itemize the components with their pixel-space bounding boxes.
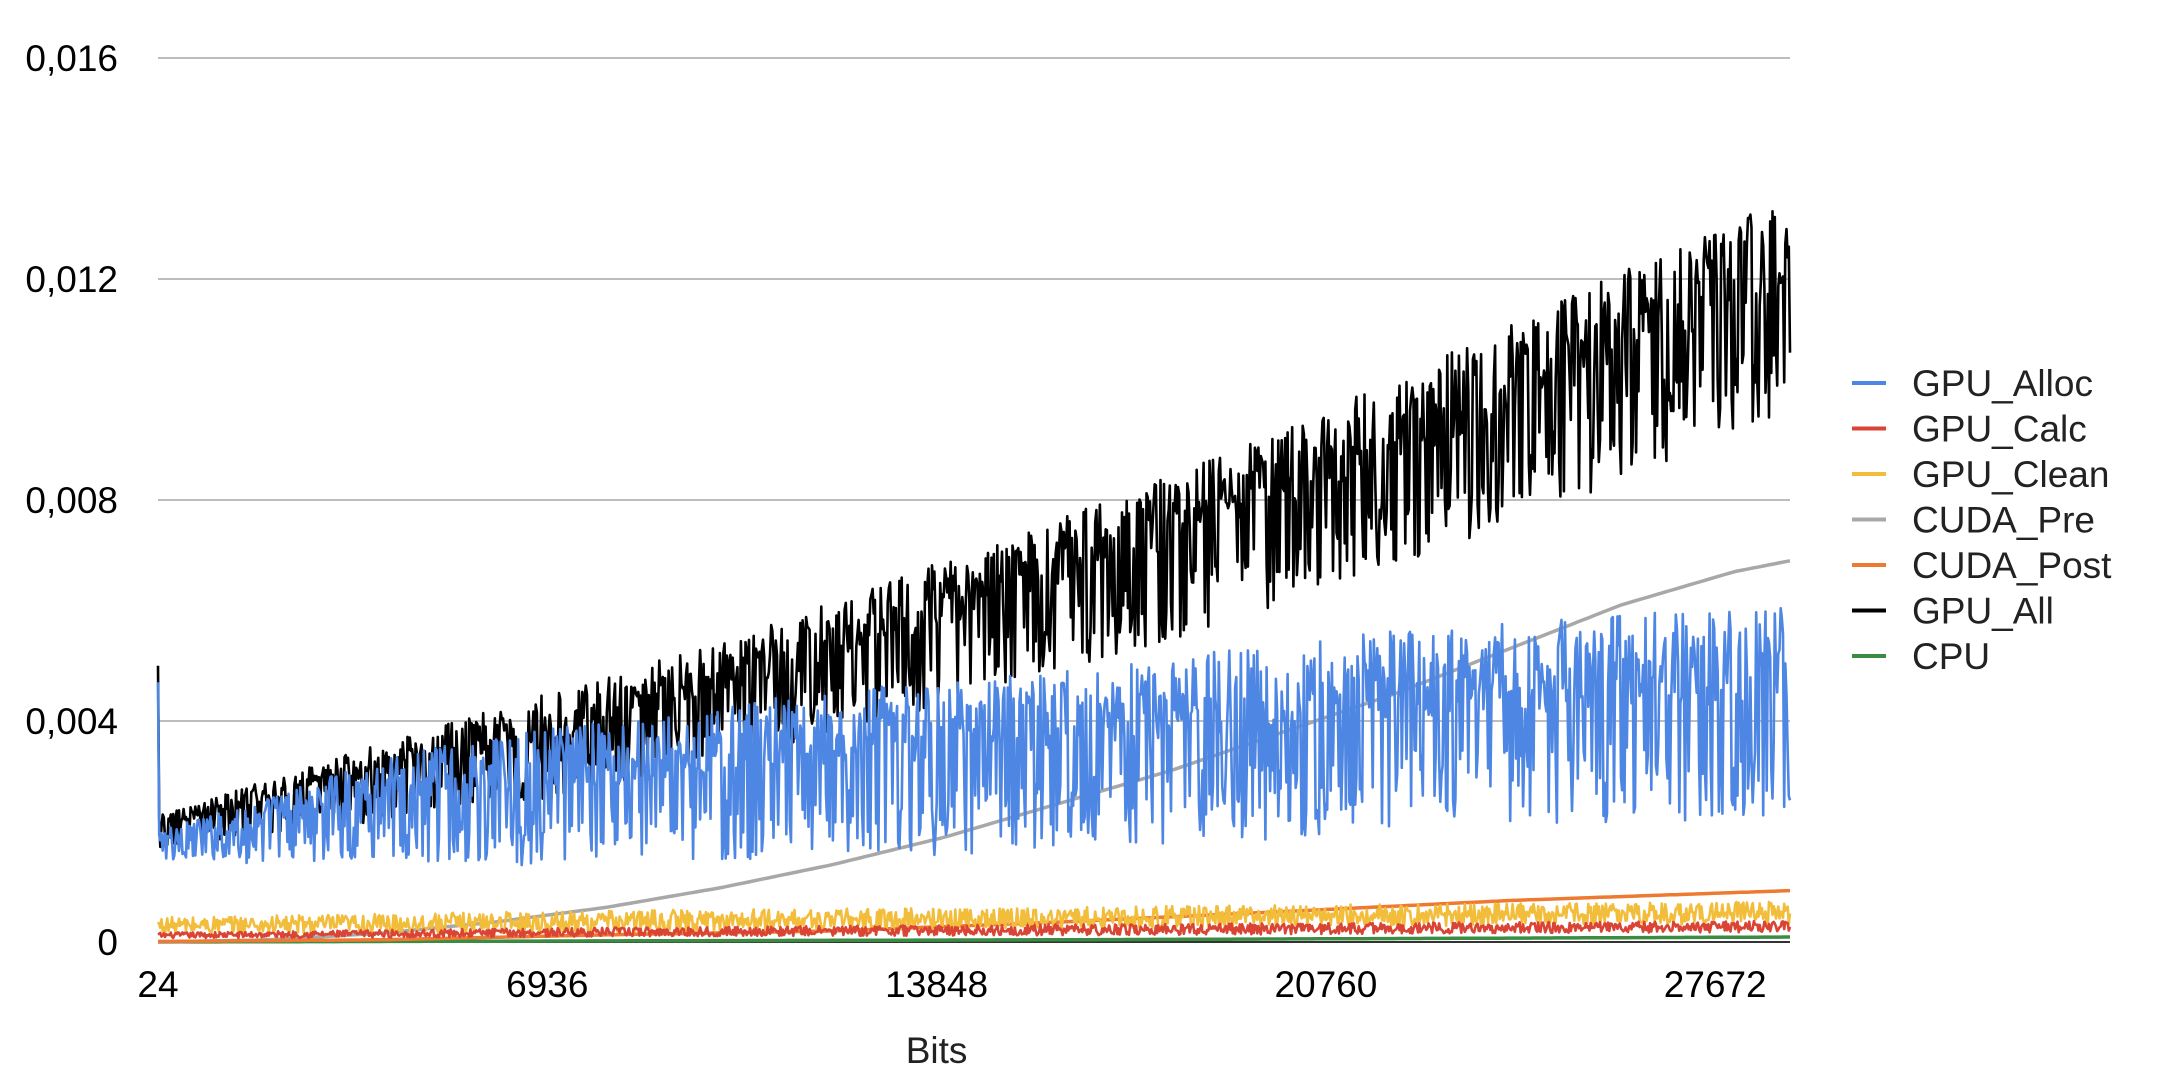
series-lines	[156, 210, 1792, 944]
legend: GPU_Alloc GPU_Calc GPU_Clean CUDA_Pre CU…	[1852, 363, 2112, 677]
x-tick-label-3: 20760	[1274, 964, 1377, 1005]
legend-label: GPU_All	[1912, 591, 2054, 632]
legend-item-gpu-alloc: GPU_Alloc	[1852, 363, 2093, 404]
legend-label: CPU	[1912, 636, 1990, 677]
y-tick-label-3: 0,012	[25, 259, 118, 300]
y-tick-label-1: 0,004	[25, 701, 118, 742]
series-line-cuda-post	[158, 888, 1791, 944]
series-line-cuda-pre	[157, 559, 1791, 944]
x-tick-label-2: 13848	[885, 964, 988, 1005]
x-tick-label-1: 6936	[506, 964, 588, 1005]
legend-label: CUDA_Pre	[1912, 500, 2095, 541]
legend-label: GPU_Clean	[1912, 454, 2109, 495]
legend-item-cuda-pre: CUDA_Pre	[1852, 500, 2095, 541]
x-tick-label-4: 27672	[1664, 964, 1767, 1005]
series-line-gpu-clean	[156, 900, 1792, 935]
x-tick-label-0: 24	[137, 964, 178, 1005]
legend-item-cpu: CPU	[1852, 636, 1990, 677]
series-line-cpu	[158, 935, 1790, 944]
y-tick-label-2: 0,008	[25, 480, 118, 521]
series-line-gpu-calc	[157, 919, 1792, 940]
y-tick-label-4: 0,016	[25, 38, 118, 79]
x-axis-tick-labels: 24 6936 13848 20760 27672	[137, 964, 1766, 1005]
legend-item-gpu-calc: GPU_Calc	[1852, 409, 2087, 450]
legend-item-gpu-clean: GPU_Clean	[1852, 454, 2109, 495]
series-line-gpu-alloc	[156, 606, 1792, 867]
legend-item-cuda-post: CUDA_Post	[1852, 545, 2112, 586]
legend-label: CUDA_Post	[1912, 545, 2112, 586]
legend-label: GPU_Calc	[1912, 409, 2087, 450]
x-axis-title: Bits	[906, 1030, 968, 1071]
legend-label: GPU_Alloc	[1912, 363, 2093, 404]
y-axis-tick-labels: 0 0,004 0,008 0,012 0,016	[25, 38, 118, 963]
legend-item-gpu-all: GPU_All	[1852, 591, 2054, 632]
y-tick-label-0: 0	[97, 922, 118, 963]
